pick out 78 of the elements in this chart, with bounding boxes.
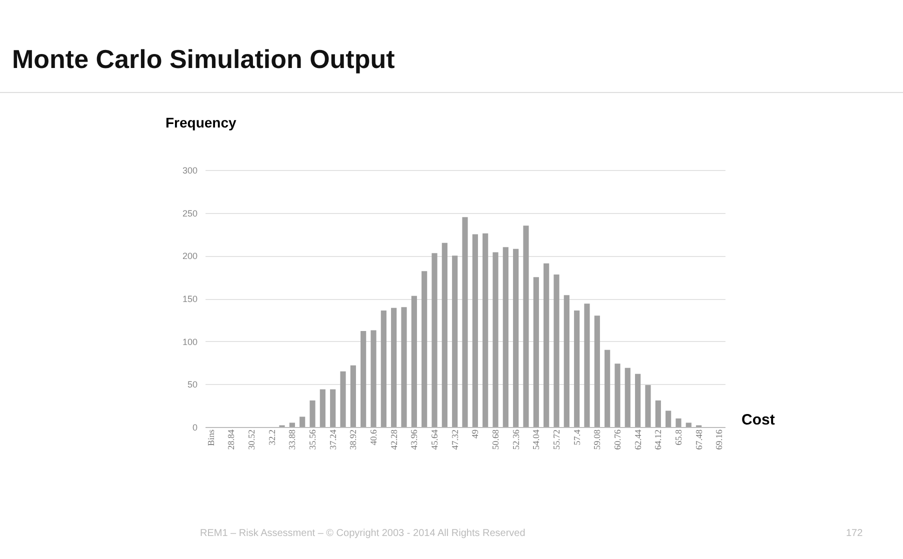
x-tick-label: 49 [470, 429, 480, 438]
bar [340, 371, 346, 427]
bar [380, 310, 386, 427]
bar [442, 242, 448, 427]
y-tick-label: 250 [182, 208, 198, 218]
bar [523, 226, 529, 427]
y-tick-label: 150 [182, 294, 198, 304]
bar [411, 296, 417, 427]
bar [666, 410, 672, 427]
bar [544, 263, 550, 427]
bar [289, 422, 295, 427]
y-tick-label: 100 [182, 336, 198, 347]
y-tick-label: 300 [182, 166, 198, 176]
bar [422, 271, 428, 427]
x-tick-label: 32.2 [266, 430, 277, 446]
x-tick-label: 50.68 [490, 429, 500, 450]
y-axis-title: Frequency [166, 114, 237, 130]
text: 172 [846, 528, 863, 539]
x-tick-label: 59.08 [592, 429, 602, 450]
bar [564, 295, 570, 427]
bar [462, 217, 468, 427]
bar [350, 365, 356, 427]
bar [513, 248, 519, 427]
x-tick-label: 42.28 [388, 429, 399, 450]
x-axis-title: Cost [742, 412, 775, 428]
bar [452, 256, 458, 427]
x-tick-label: 45.64 [430, 429, 440, 450]
y-tick-label: 200 [182, 251, 198, 262]
bar [391, 308, 397, 427]
bar [472, 234, 478, 427]
x-tick-label: 67.48 [694, 429, 704, 450]
bar [300, 416, 306, 427]
bar [310, 400, 316, 427]
bar [584, 304, 590, 427]
bar [686, 422, 692, 427]
bar [635, 374, 641, 427]
x-tick-label: 52.36 [510, 429, 521, 450]
bar [502, 247, 508, 427]
x-tick-label: 54.04 [531, 429, 542, 450]
x-tick-label: 62.44 [632, 429, 643, 450]
bar [432, 253, 438, 427]
bar [614, 364, 620, 427]
bar [320, 389, 326, 427]
bar [645, 385, 651, 427]
x-tick-label: 55.72 [551, 430, 562, 450]
x-tick-label: 35.56 [308, 429, 318, 450]
chart-title: Monte Carlo Simulation Output [12, 44, 395, 75]
bar [594, 316, 600, 427]
bar [330, 389, 336, 427]
x-tick-label: 30.52 [246, 430, 257, 450]
bar [574, 310, 580, 427]
x-tick-label: 69.16 [714, 429, 724, 450]
x-tick-label: 47.32 [450, 430, 460, 450]
x-tick-label: 33.88 [287, 429, 298, 450]
bar [624, 368, 630, 427]
bar [492, 252, 498, 427]
bar [554, 274, 560, 427]
x-tick-label: 40.6 [368, 429, 379, 446]
text: REM1 – Risk Assessment – © Copyright 2003 - 2014 All Rights Reserved [200, 528, 526, 539]
bar [533, 277, 539, 427]
bar [370, 330, 376, 427]
x-tick-label: 43.96 [409, 429, 420, 450]
x-tick-label: 65.8 [673, 429, 684, 446]
bar [655, 400, 661, 427]
x-tick-label: 57.4 [572, 429, 582, 446]
x-tick-label: Bins [206, 429, 216, 446]
x-tick-label: 64.12 [653, 430, 664, 450]
x-tick-label: 60.76 [612, 429, 622, 450]
bar [482, 233, 488, 427]
bar [604, 350, 610, 427]
y-tick-label: 0 [192, 422, 198, 432]
y-tick-label: 50 [187, 380, 198, 390]
bar [401, 307, 407, 427]
x-tick-label: 37.24 [328, 429, 338, 450]
x-tick-label: 28.84 [226, 429, 236, 450]
bar [676, 418, 682, 427]
bar [360, 331, 366, 427]
x-tick-label: 38.92 [348, 430, 358, 450]
